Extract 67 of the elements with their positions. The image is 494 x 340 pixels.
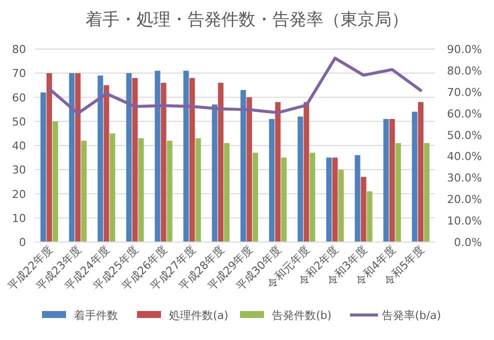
bar [138,138,144,242]
y2-tick-label: 70.0% [447,86,482,99]
legend-label: 着手件数 [74,309,118,322]
bar [104,85,110,242]
chart-title: 着手・処理・告発件数・告発率（東京局） [86,10,408,30]
bar [132,78,138,242]
bar [281,158,287,242]
bar [166,140,172,242]
y2-tick-label: 0.0% [454,236,482,249]
bar [98,76,104,242]
bar [304,102,310,242]
bar [212,104,218,242]
bar [46,73,52,242]
bar [326,158,332,242]
bar [52,121,58,242]
bar [69,73,75,242]
y-tick-label: 40 [12,140,26,152]
y-tick-label: 20 [12,188,26,201]
bar [240,90,246,242]
y-tick-label: 10 [12,212,26,225]
bar [395,143,401,242]
bar [366,191,372,242]
bar [354,155,360,242]
y2-tick-label: 20.0% [447,193,482,206]
y2-tick-label: 50.0% [447,128,482,142]
y2-tick-label: 60.0% [447,107,482,120]
bar [246,97,252,242]
y2-tick-label: 40.0% [447,150,482,164]
y-tick-label: 0 [19,236,26,249]
bar [412,112,418,242]
legend-label: 告発件数(b) [272,309,332,322]
bar [424,143,430,242]
bar [224,143,230,242]
y-tick-label: 60 [12,91,26,104]
y-tick-label: 50 [12,115,26,128]
bar [160,82,166,242]
y-tick-label: 30 [12,164,26,177]
y-tick-label: 80 [12,43,26,56]
bar [81,140,87,242]
bar [126,73,132,242]
bar [360,176,366,242]
bar [298,116,304,242]
bar [389,118,395,242]
bar [252,152,258,242]
y2-tick-label: 30.0% [447,172,482,185]
bar [275,102,281,242]
bar [338,170,344,242]
bar [218,82,224,242]
bar [310,152,316,242]
y2-tick-label: 10.0% [447,214,482,228]
legend-label: 処理件数(a) [169,309,228,322]
bar [195,138,201,242]
bar [110,133,116,242]
bar [269,118,275,242]
bar [75,73,81,242]
bar [418,102,424,242]
legend-label: 告発率(b/a) [382,309,442,322]
y2-tick-label: 80.0% [447,64,482,78]
bar [154,70,160,242]
y2-tick-label: 90.0% [447,43,482,56]
bar [332,158,338,242]
bar [183,70,189,242]
y-tick-label: 70 [12,67,26,80]
bar [189,78,195,242]
line-series [48,56,422,115]
bar [383,118,389,242]
bar [40,92,46,242]
